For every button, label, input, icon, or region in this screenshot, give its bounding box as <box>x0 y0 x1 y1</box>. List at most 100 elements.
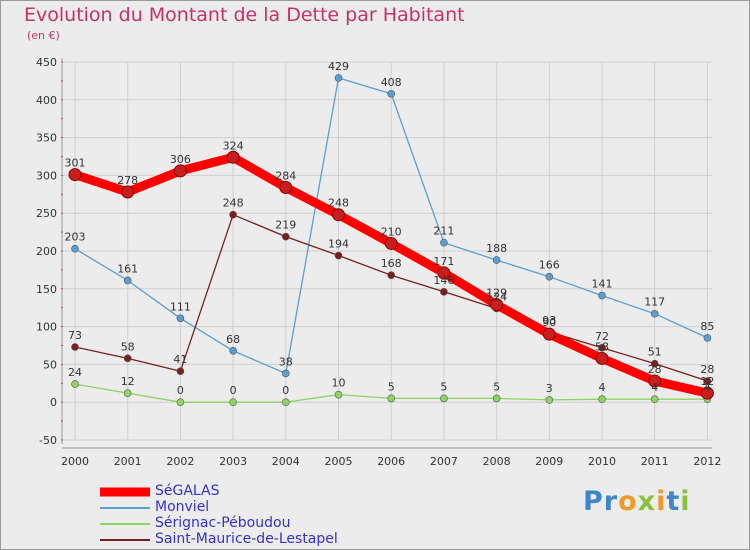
data-label: 0 <box>177 384 184 397</box>
data-point <box>281 232 290 241</box>
data-point <box>68 168 82 182</box>
data-point <box>598 395 606 403</box>
x-tick-label: 2001 <box>114 455 142 468</box>
data-label: 28 <box>648 363 662 376</box>
data-label: 73 <box>68 329 82 342</box>
data-label: 24 <box>68 366 82 379</box>
data-label: 68 <box>226 333 240 346</box>
legend-swatch-serignac <box>100 523 150 525</box>
data-point <box>332 208 345 222</box>
data-point <box>226 150 240 164</box>
data-point <box>440 238 448 247</box>
x-tick-label: 2003 <box>219 455 247 468</box>
data-point <box>229 210 237 219</box>
data-label: 306 <box>170 153 191 166</box>
y-tick-label: 150 <box>36 283 57 296</box>
data-point <box>387 89 396 98</box>
data-label: 58 <box>121 340 135 353</box>
legend-swatch-saint-maurice <box>100 539 150 541</box>
data-point <box>176 367 185 376</box>
data-label: 194 <box>328 238 349 251</box>
data-point <box>229 398 237 407</box>
data-label: 324 <box>223 139 244 152</box>
y-tick-label: 400 <box>36 94 57 107</box>
proxiti-logo: Proxiti <box>583 486 691 517</box>
data-point <box>334 390 343 399</box>
data-label: 38 <box>279 355 293 368</box>
data-point <box>71 244 79 253</box>
x-tick-label: 2002 <box>166 455 194 468</box>
data-point <box>281 369 290 378</box>
data-point <box>490 298 504 312</box>
data-label: 4 <box>599 381 606 394</box>
data-label: 72 <box>595 330 609 343</box>
data-label: 3 <box>546 382 553 395</box>
data-label: 0 <box>282 384 289 397</box>
x-tick-label: 2007 <box>430 455 458 468</box>
data-point <box>123 276 132 285</box>
data-point <box>648 374 662 388</box>
data-point <box>334 74 343 82</box>
data-label: 124 <box>486 290 507 303</box>
y-tick-label: 250 <box>36 207 57 220</box>
data-label: 93 <box>542 314 556 327</box>
data-point <box>437 266 451 280</box>
data-label: 41 <box>173 353 187 366</box>
chart-subtitle: (en €) <box>27 29 60 42</box>
y-tick-label: 350 <box>36 132 57 145</box>
y-tick-label: -50 <box>39 434 57 447</box>
data-label: 129 <box>486 287 507 300</box>
data-point <box>650 309 659 318</box>
data-label: 171 <box>433 255 454 268</box>
legend-label-saint-maurice: Saint-Maurice-de-Lestapel <box>155 531 338 547</box>
legend-label-monviel: Monviel <box>155 499 210 515</box>
x-tick-label: 2012 <box>693 455 721 468</box>
data-label: 146 <box>433 274 454 287</box>
data-label: 284 <box>275 169 296 182</box>
legend-swatch-segalas <box>100 487 150 497</box>
y-tick-label: 0 <box>50 396 57 409</box>
data-point <box>173 164 187 178</box>
x-tick-label: 2008 <box>483 455 511 468</box>
data-point <box>387 271 396 279</box>
x-tick-label: 2011 <box>641 455 669 468</box>
data-point <box>703 377 712 385</box>
data-label: 5 <box>388 380 395 393</box>
data-point <box>279 180 293 194</box>
y-tick-label: 300 <box>36 169 57 182</box>
data-point <box>650 395 659 403</box>
data-point <box>387 394 396 403</box>
chart-title: Evolution du Montant de la Dette par Hab… <box>24 4 465 26</box>
data-label: 188 <box>486 242 507 255</box>
data-point <box>595 351 609 365</box>
data-label: 161 <box>117 262 138 275</box>
y-tick-label: 450 <box>36 56 57 69</box>
data-label: 117 <box>644 296 665 309</box>
data-point <box>545 396 554 404</box>
data-point <box>71 343 79 351</box>
legend-label-segalas: SéGALAS <box>155 483 220 499</box>
data-point <box>440 288 448 296</box>
data-label: 203 <box>65 231 86 244</box>
legend-label-serignac: Sérignac-Péboudou <box>155 515 291 531</box>
data-label: 10 <box>332 377 346 390</box>
data-point <box>123 354 132 363</box>
data-point <box>176 314 185 323</box>
data-point <box>123 389 132 397</box>
data-label: 0 <box>230 384 237 397</box>
data-label: 141 <box>592 278 613 291</box>
x-tick-label: 2009 <box>535 455 563 468</box>
data-label: 58 <box>595 340 609 353</box>
x-tick-label: 2006 <box>377 455 405 468</box>
data-label: 28 <box>700 363 714 376</box>
data-label: 90 <box>542 316 556 329</box>
data-label: 408 <box>381 76 402 89</box>
data-label: 4 <box>651 381 658 394</box>
data-point <box>700 386 714 400</box>
data-point <box>440 394 448 403</box>
data-point <box>492 394 501 403</box>
data-point <box>176 398 185 407</box>
data-label: 4 <box>704 381 711 394</box>
data-label: 166 <box>539 259 560 272</box>
